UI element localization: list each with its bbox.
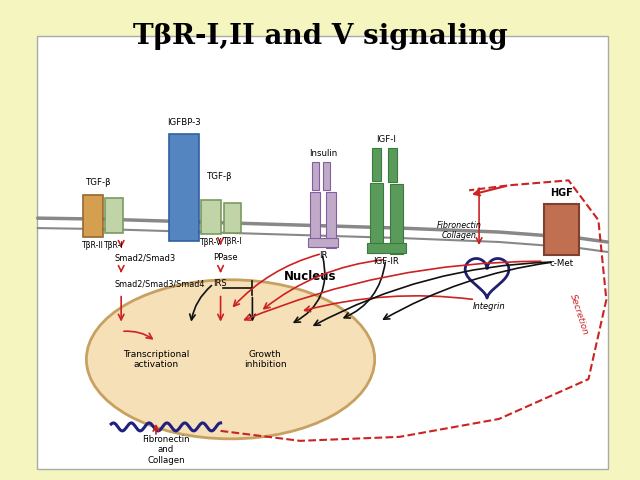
Text: IGF-IR: IGF-IR [372, 257, 399, 266]
Text: TβR-I: TβR-I [223, 237, 243, 246]
Text: TβR-I,II and V signaling: TβR-I,II and V signaling [132, 23, 508, 50]
FancyBboxPatch shape [390, 184, 403, 253]
FancyBboxPatch shape [388, 148, 397, 182]
FancyBboxPatch shape [326, 192, 336, 248]
FancyBboxPatch shape [36, 36, 609, 468]
Text: Integrin: Integrin [473, 301, 506, 311]
Text: Secretion: Secretion [568, 293, 589, 336]
Text: TGF-β: TGF-β [207, 172, 232, 181]
Text: TβR-V: TβR-V [200, 238, 221, 247]
Text: Smad2/Smad3: Smad2/Smad3 [114, 253, 175, 263]
Text: Fibronectin
and
Collagen: Fibronectin and Collagen [142, 435, 189, 465]
Text: IR: IR [319, 251, 327, 260]
FancyBboxPatch shape [312, 162, 319, 190]
FancyBboxPatch shape [308, 238, 338, 247]
Text: IRS: IRS [214, 279, 227, 288]
Text: Fibronectin
Collagen: Fibronectin Collagen [436, 221, 482, 240]
Text: IGF-I: IGF-I [376, 135, 396, 144]
Text: Smad2/Smad3/Smad4: Smad2/Smad3/Smad4 [114, 279, 205, 288]
FancyBboxPatch shape [169, 134, 198, 241]
Text: HGF: HGF [550, 188, 573, 198]
Text: Insulin: Insulin [309, 149, 337, 158]
Text: TβR-I: TβR-I [104, 241, 124, 251]
Text: IGFBP-3: IGFBP-3 [167, 118, 201, 127]
FancyBboxPatch shape [201, 200, 221, 234]
FancyBboxPatch shape [105, 198, 123, 233]
FancyBboxPatch shape [544, 204, 579, 255]
FancyBboxPatch shape [367, 243, 406, 253]
FancyBboxPatch shape [323, 162, 330, 190]
Text: PPase: PPase [214, 253, 238, 263]
Text: Growth
inhibition: Growth inhibition [244, 349, 287, 369]
FancyBboxPatch shape [223, 203, 241, 233]
Text: c-Met: c-Met [550, 259, 573, 268]
Text: TGF-β: TGF-β [86, 178, 111, 187]
Text: Transcriptional
activation: Transcriptional activation [123, 349, 189, 369]
Text: TβR-II: TβR-II [83, 241, 104, 250]
Text: Nucleus: Nucleus [284, 270, 336, 283]
FancyBboxPatch shape [83, 195, 103, 237]
FancyBboxPatch shape [372, 148, 381, 181]
FancyBboxPatch shape [310, 192, 320, 247]
Ellipse shape [86, 280, 374, 439]
FancyBboxPatch shape [370, 183, 383, 253]
